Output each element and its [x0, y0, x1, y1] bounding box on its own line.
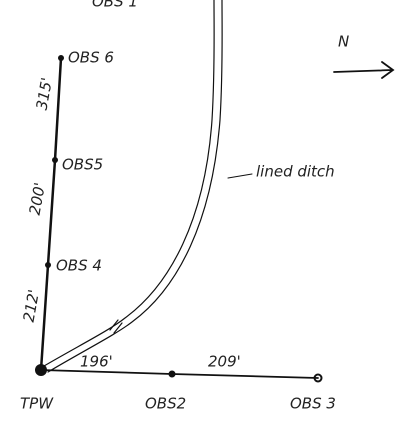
distance-label: 200': [26, 181, 49, 216]
node-label: OBS 3: [290, 395, 336, 413]
survey-line: [40, 369, 319, 379]
ditch-tick: [109, 319, 123, 334]
ditch-line: [47, 0, 223, 373]
distance-label: 315': [33, 76, 56, 111]
north-arrow: [333, 61, 395, 79]
node-label: OBS 4: [56, 257, 102, 275]
point: [58, 55, 64, 61]
point: [52, 157, 58, 163]
leader-line: [227, 173, 253, 179]
north-label: N: [338, 33, 349, 51]
point: [45, 262, 51, 268]
distance-label: 209': [208, 353, 241, 371]
point: [313, 373, 323, 383]
point: [35, 364, 47, 376]
node-label: TPW: [20, 395, 54, 413]
node-label: OBS5: [62, 156, 103, 174]
node-label: OBS 1: [92, 0, 138, 11]
distance-label: 212': [20, 288, 43, 323]
node-label: OBS2: [145, 395, 186, 413]
survey-line: [39, 56, 63, 372]
point: [168, 370, 176, 378]
feature-label: lined ditch: [256, 163, 335, 181]
distance-label: 196': [80, 353, 113, 371]
node-label: OBS 6: [68, 49, 114, 67]
ditch-line: [43, 0, 215, 367]
